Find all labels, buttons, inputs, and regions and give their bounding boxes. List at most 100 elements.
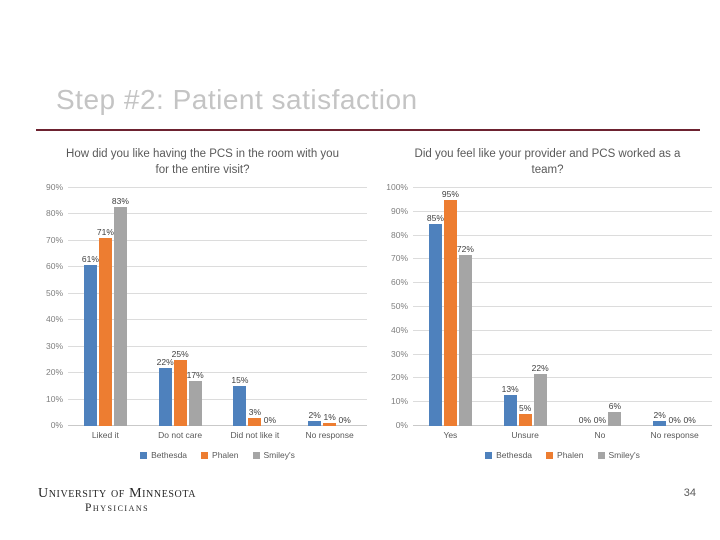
y-axis-tick-label: 60% — [390, 277, 408, 288]
bar-slot: 0% — [668, 188, 681, 426]
bar-data-label: 95% — [441, 188, 459, 199]
category-label: Did not like it — [230, 430, 280, 440]
legend-label: Smiley's — [263, 450, 295, 460]
gridline — [413, 282, 712, 284]
y-axis-tick-label: 10% — [390, 396, 408, 407]
bar-phalen — [248, 418, 262, 426]
category-group: 61% 71% 83% — [68, 188, 143, 426]
bar-slot: 2% — [653, 188, 667, 426]
chart-body: 0% 10% 20% 30% 40% 50% 60% 70% 80% 90% 100% 85% 95% 7… — [383, 182, 712, 430]
bar-groups: 85% 95% 72% 13% 5% 22% 0% 0% 6% 2% 0% 0% — [413, 188, 712, 426]
gridline — [68, 213, 367, 215]
gridline — [413, 353, 712, 355]
legend-label: Phalen — [557, 450, 584, 460]
chart-title: How did you like having the PCS in the r… — [66, 148, 339, 177]
y-axis-tick-label: 20% — [45, 367, 63, 378]
bar-data-label: 15% — [231, 375, 249, 386]
bar-data-label: 17% — [186, 370, 204, 381]
bar-phalen — [173, 359, 187, 426]
bar-data-label: 13% — [501, 384, 519, 395]
y-axis-tick-label: 80% — [390, 229, 408, 240]
chart-title: Did you feel like your provider and PCS … — [414, 148, 681, 177]
bar-slot: 0% — [263, 188, 276, 426]
chart-legend: Bethesda Phalen Smiley's — [68, 450, 367, 460]
category-label: No response — [650, 430, 699, 440]
chart-legend: Bethesda Phalen Smiley's — [413, 450, 712, 460]
title-underline-rule — [36, 129, 700, 131]
y-axis-tick-label: 90% — [390, 205, 408, 216]
y-axis-tick-label: 80% — [45, 208, 63, 219]
legend-label: Smiley's — [608, 450, 640, 460]
bar-data-label: 25% — [171, 348, 189, 359]
chart-pcs-in-room: How did you like having the PCS in the r… — [38, 146, 367, 460]
bar-smileys — [608, 411, 622, 426]
category-group: 2% 1% 0% — [292, 188, 367, 426]
y-axis: 0% 10% 20% 30% 40% 50% 60% 70% 80% 90% 100% — [383, 182, 413, 430]
legend-item: Phalen — [201, 450, 239, 460]
y-axis-tick-label: 10% — [45, 393, 63, 404]
legend-color-marker — [140, 451, 148, 459]
bar-slot: 25% — [171, 188, 189, 426]
bar-phalen — [98, 238, 112, 426]
y-axis-tick-label: 60% — [45, 261, 63, 272]
gridline — [68, 266, 367, 268]
bar-data-label: 85% — [426, 212, 444, 223]
category-group: 15% 3% 0% — [218, 188, 293, 426]
chart-worked-as-team: Did you feel like your provider and PCS … — [383, 146, 712, 460]
bar-phalen — [518, 414, 532, 426]
bar-data-label: 61% — [81, 253, 99, 264]
bar-slot: 22% — [531, 188, 549, 426]
y-axis-tick-label: 0% — [395, 420, 408, 430]
bar-data-label: 22% — [156, 356, 174, 367]
bar-groups: 61% 71% 83% 22% 25% 17% 15% 3% 0% 2% 1% 0% — [68, 188, 367, 426]
category-label: No response — [305, 430, 354, 440]
bar-bethesda — [233, 386, 247, 426]
category-label: No — [594, 430, 606, 440]
slide-title: Step #2: Patient satisfaction — [56, 84, 418, 115]
legend-color-marker — [546, 451, 554, 459]
y-axis-tick-label: 0% — [50, 420, 63, 430]
gridline — [413, 210, 712, 212]
legend-item: Smiley's — [597, 450, 640, 460]
gridline — [413, 401, 712, 403]
bar-data-label: 2% — [308, 409, 321, 420]
bar-data-label: 83% — [111, 195, 129, 206]
bar-data-label: 3% — [248, 407, 262, 418]
y-axis-tick-label: 30% — [45, 340, 63, 351]
y-axis-tick-label: 90% — [45, 182, 63, 192]
bar-bethesda — [83, 264, 97, 426]
umn-physicians-logo: University of Minnesota Physicians — [38, 486, 196, 514]
legend-label: Phalen — [212, 450, 239, 460]
category-group: 85% 95% 72% — [413, 188, 488, 426]
bar-data-label: 0% — [668, 415, 681, 425]
bar-smileys — [458, 254, 472, 426]
y-axis-tick-label: 70% — [45, 234, 63, 245]
bar-slot: 95% — [441, 188, 459, 426]
bar-data-label: 0% — [683, 415, 696, 425]
bar-slot: 13% — [501, 188, 519, 426]
bar-bethesda — [503, 395, 517, 426]
bar-data-label: 2% — [653, 410, 666, 421]
y-axis-tick-label: 40% — [390, 324, 408, 335]
gridline — [68, 372, 367, 374]
plot-area: 61% 71% 83% 22% 25% 17% 15% 3% 0% 2% 1% 0% — [68, 187, 367, 426]
bar-data-label: 22% — [531, 362, 549, 373]
gridline — [68, 292, 367, 294]
bar-data-label: 0% — [263, 415, 277, 425]
bar-bethesda — [428, 223, 442, 426]
category-group: 2% 0% 0% — [637, 188, 712, 426]
category-label: Yes — [443, 430, 458, 440]
gridline — [413, 187, 712, 188]
category-label: Liked it — [91, 430, 119, 440]
bar-smileys — [113, 206, 127, 426]
legend-item: Phalen — [546, 450, 584, 460]
y-axis-tick-label: 20% — [390, 372, 408, 383]
bar-phalen — [443, 199, 457, 426]
bar-slot: 6% — [608, 188, 622, 426]
bar-slot: 17% — [186, 188, 204, 426]
gridline — [413, 234, 712, 236]
bar-data-label: 1% — [323, 412, 336, 423]
bar-slot: 5% — [518, 188, 532, 426]
chart-body: 0% 10% 20% 30% 40% 50% 60% 70% 80% 90% 61% 71% 83% 22… — [38, 182, 367, 430]
